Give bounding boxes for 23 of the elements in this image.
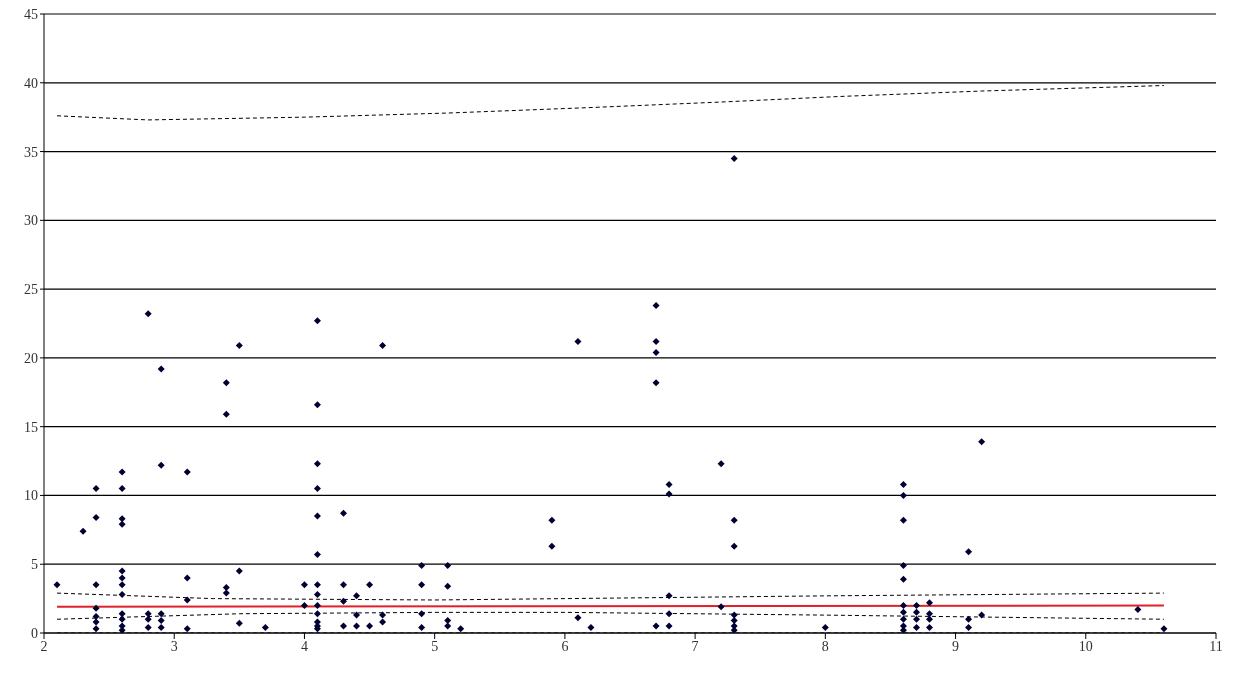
x-tick-label: 2 [40, 638, 48, 654]
x-tick-label: 6 [561, 638, 569, 654]
x-tick-label: 3 [170, 638, 178, 654]
y-tick-label: 25 [24, 282, 38, 298]
x-tick-label: 10 [1078, 638, 1093, 654]
y-tick-label: 15 [24, 419, 38, 435]
x-tick-label: 4 [300, 638, 308, 654]
y-tick-label: 35 [24, 144, 38, 160]
y-tick-label: 5 [31, 557, 38, 573]
x-tick-label: 5 [431, 638, 439, 654]
y-tick-label: 0 [31, 625, 38, 641]
x-tick-label: 9 [952, 638, 960, 654]
line-series [56, 85, 1165, 121]
x-tick-label: 8 [821, 638, 829, 654]
x-tick-label: 7 [691, 638, 699, 654]
y-tick-label: 30 [24, 213, 38, 229]
line-series [56, 611, 1165, 620]
x-tick-label: 11 [1209, 638, 1223, 654]
y-tick-label: 10 [24, 488, 38, 504]
line-series [56, 592, 1165, 601]
y-tick-label: 20 [24, 350, 38, 366]
y-tick-label: 40 [24, 75, 38, 91]
y-tick-label: 45 [24, 6, 38, 22]
